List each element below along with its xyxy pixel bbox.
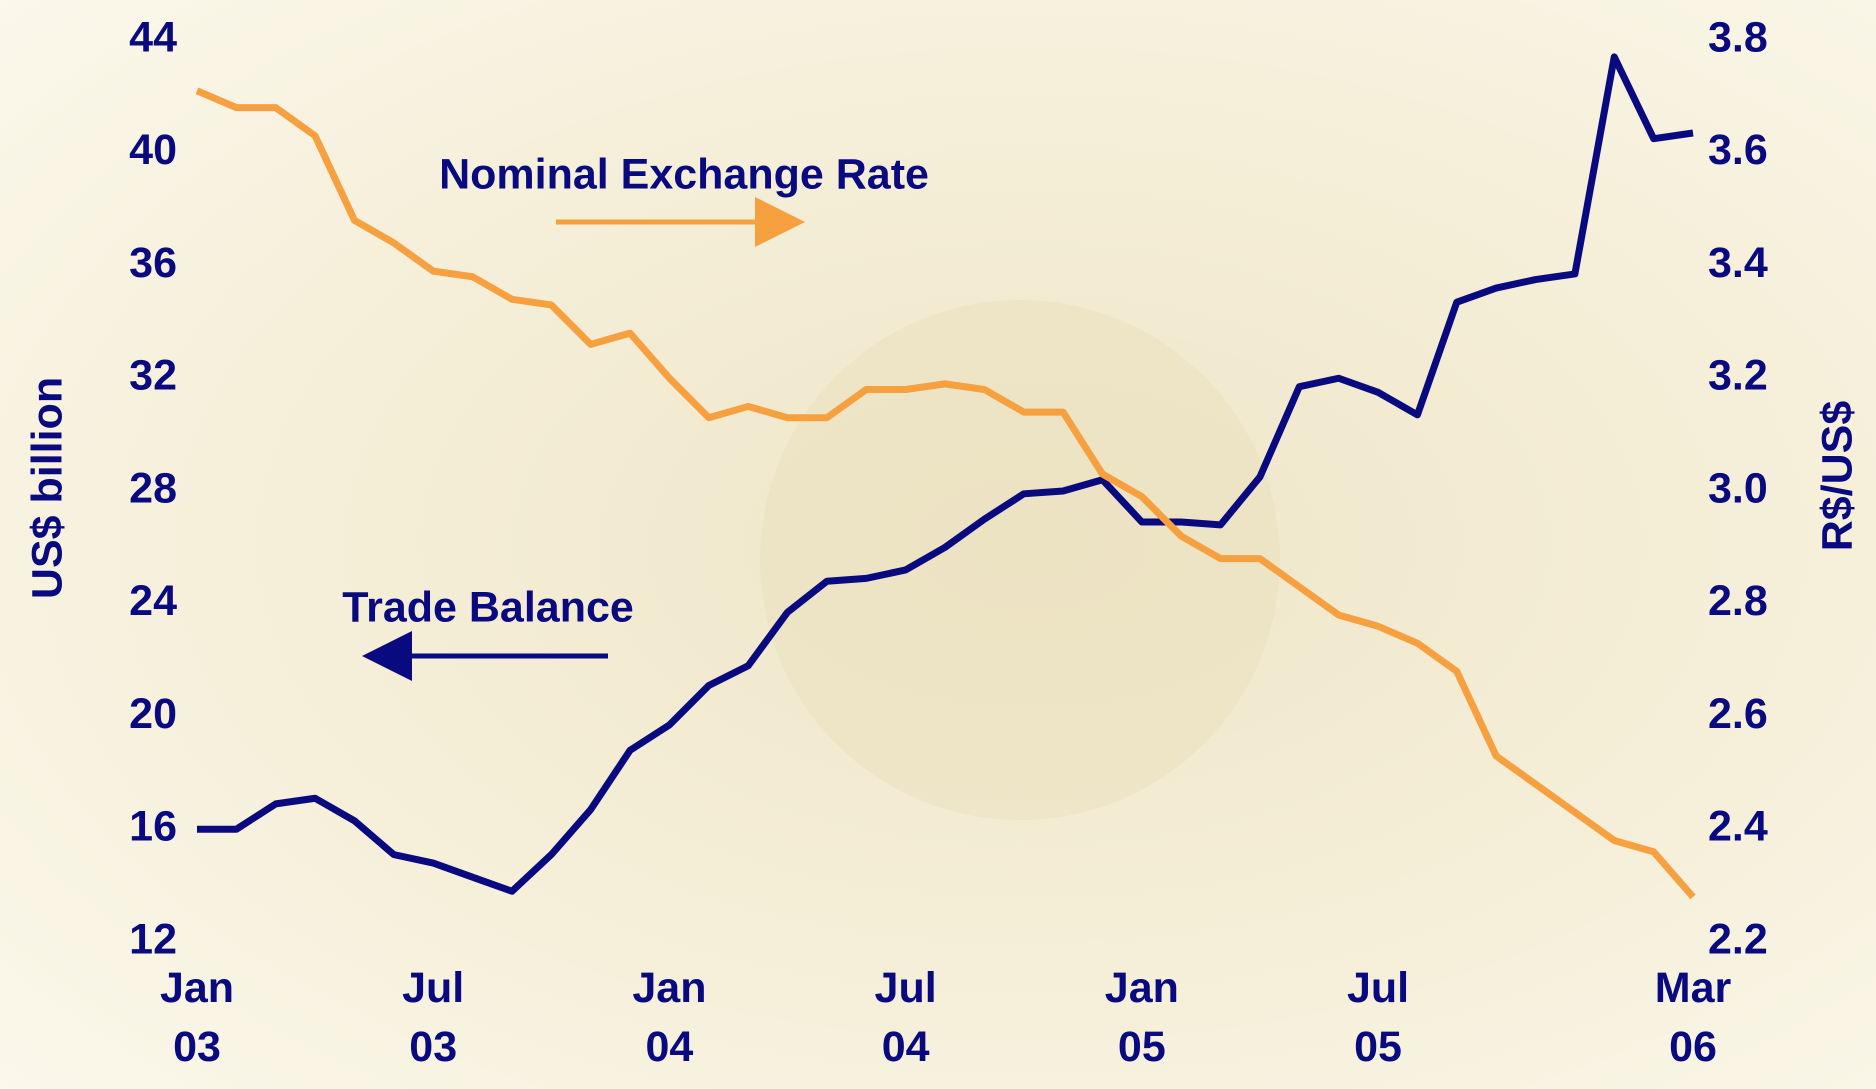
y-tick-label: 44: [129, 13, 177, 61]
y2-tick-label: 2.6: [1708, 690, 1768, 738]
y2-axis-label: R$/US$: [1813, 401, 1861, 552]
y2-tick-label: 2.4: [1708, 803, 1768, 851]
y-tick-label: 36: [129, 239, 177, 287]
series-label: Nominal Exchange Rate: [439, 150, 929, 198]
y-tick-label: 16: [129, 803, 177, 851]
y2-tick-label: 3.2: [1708, 352, 1768, 400]
y-tick-label: 28: [129, 464, 177, 512]
y-axis-label: US$ billion: [23, 377, 71, 599]
y2-tick-label: 3.8: [1708, 13, 1768, 61]
series-label: Trade Balance: [342, 583, 634, 631]
y-tick-label: 40: [129, 126, 177, 174]
background-decor: [760, 300, 1280, 820]
y-tick-label: 12: [129, 915, 177, 963]
y-tick-label: 20: [129, 690, 177, 738]
y2-tick-label: 3.0: [1708, 464, 1768, 512]
y-tick-label: 24: [129, 577, 177, 625]
y2-tick-label: 3.6: [1708, 126, 1768, 174]
y2-tick-label: 2.8: [1708, 577, 1768, 625]
y-tick-label: 32: [129, 352, 177, 400]
chart: US$ billion R$/US$ 12 16 20 24 28 32 36 40 44 2.2…: [0, 0, 1876, 1089]
y2-tick-label: 3.4: [1708, 239, 1768, 287]
y2-tick-label: 2.2: [1708, 915, 1768, 963]
